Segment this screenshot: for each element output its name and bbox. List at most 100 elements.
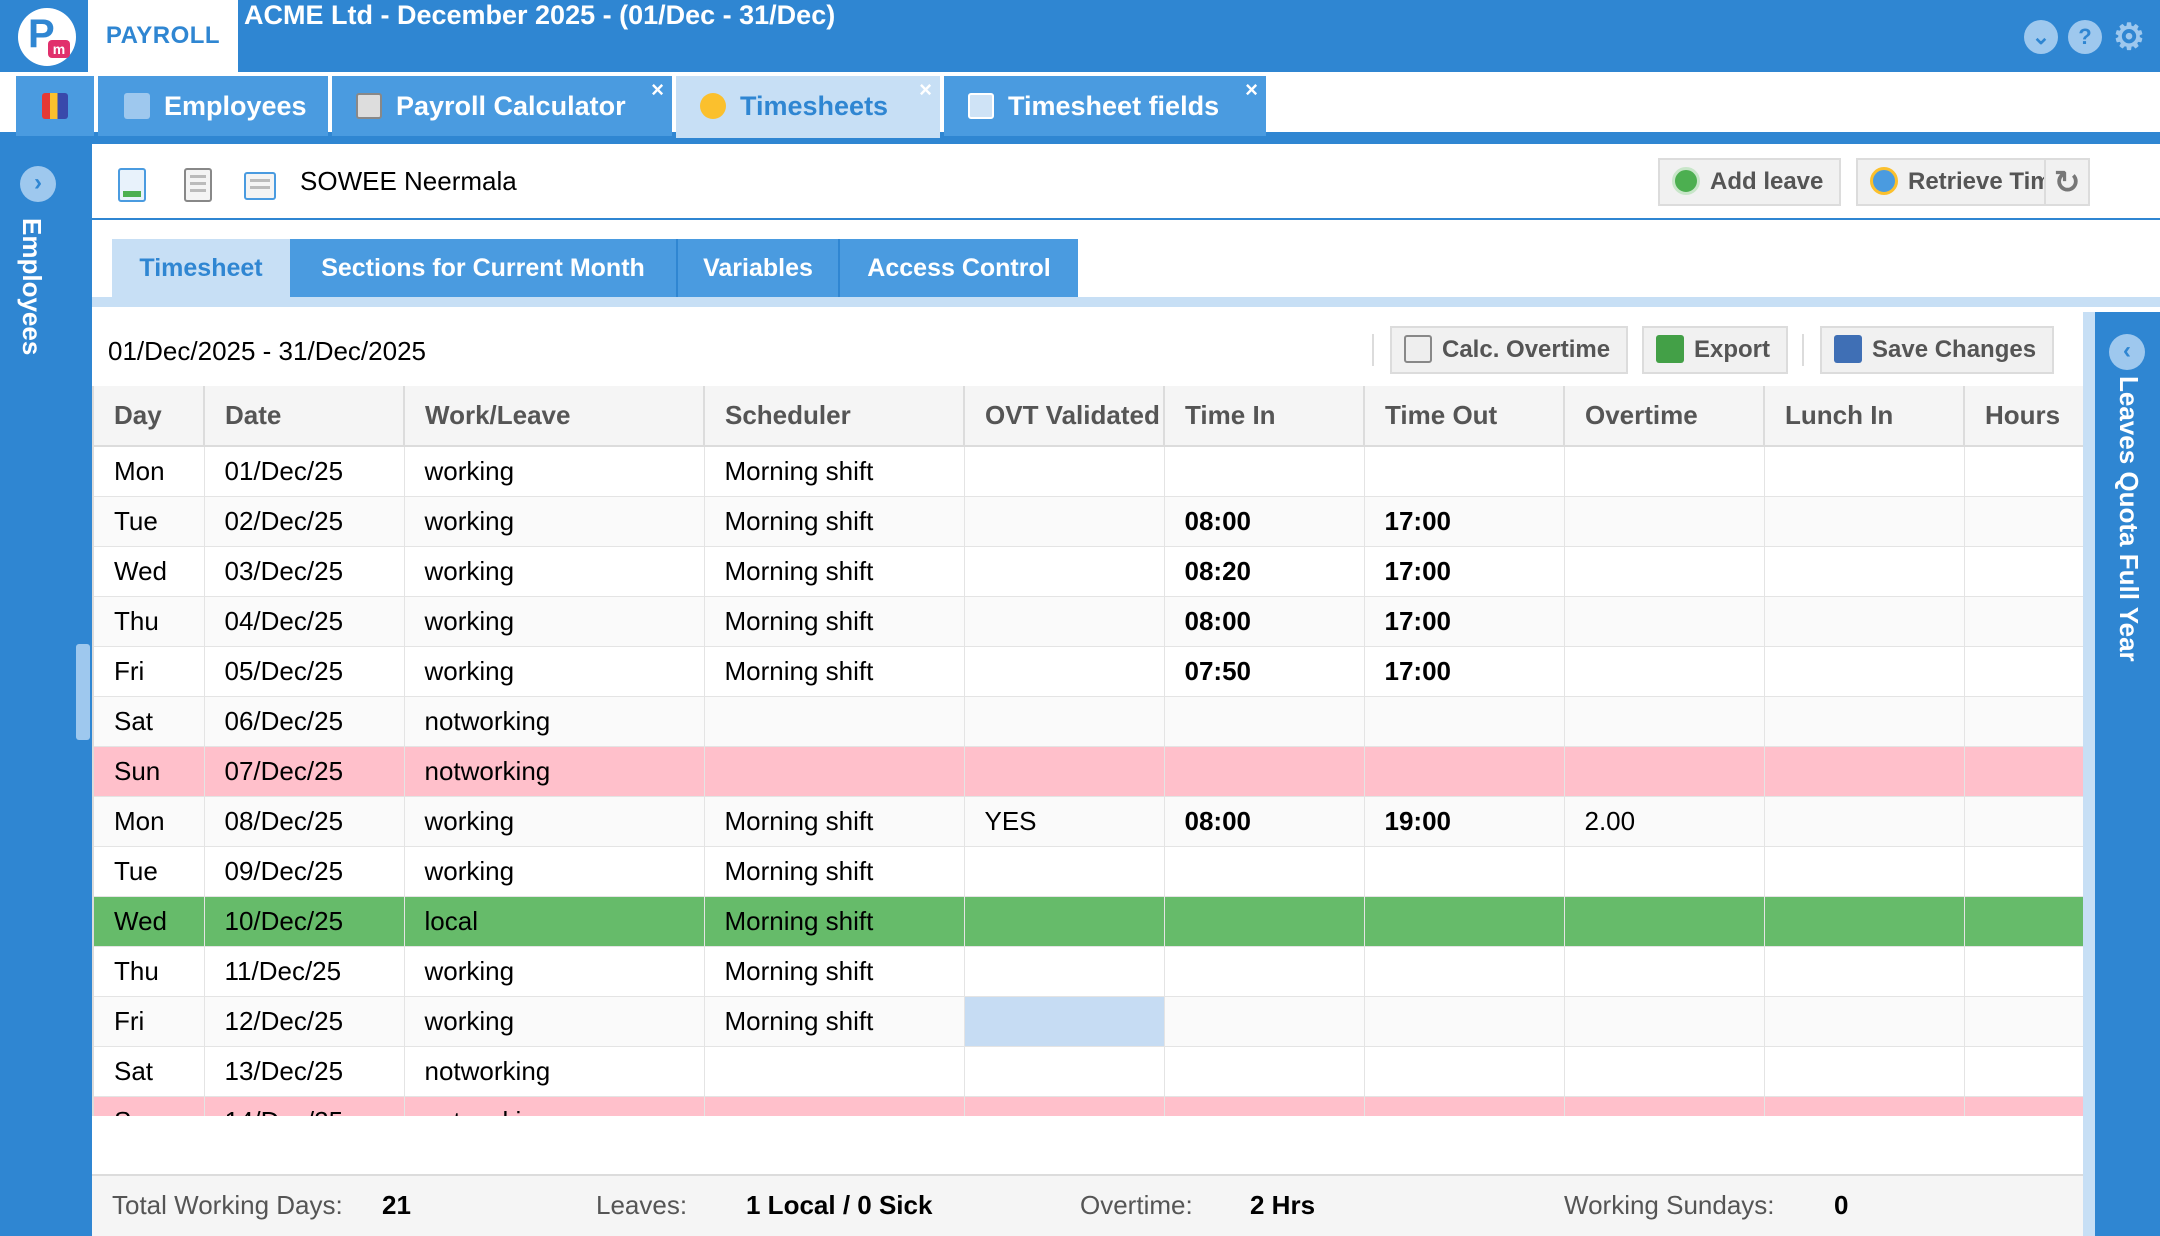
- cell-lunch-in[interactable]: [1764, 996, 1965, 1047]
- column-header-day[interactable]: Day: [94, 386, 205, 447]
- cell-time-in[interactable]: [1164, 1096, 1365, 1116]
- cell-work[interactable]: working: [404, 596, 705, 647]
- cell-ovt[interactable]: [964, 446, 1165, 497]
- tab-timesheets[interactable]: Timesheets ×: [676, 76, 940, 138]
- timesheet-grid[interactable]: Day Date Work/Leave Scheduler OVT Valida…: [92, 386, 2083, 1116]
- cell-date[interactable]: 05/Dec/25: [204, 646, 405, 697]
- table-row[interactable]: Sat 13/Dec/25 notworking: [94, 1046, 2083, 1097]
- table-row[interactable]: Sat 06/Dec/25 notworking: [94, 696, 2083, 747]
- subtab-variables[interactable]: Variables: [676, 239, 838, 297]
- cell-date[interactable]: 10/Dec/25: [204, 896, 405, 947]
- cell-scheduler[interactable]: Morning shift: [704, 796, 965, 847]
- cell-work[interactable]: notworking: [404, 746, 705, 797]
- column-header-time-in[interactable]: Time In: [1164, 386, 1365, 447]
- cell-scheduler[interactable]: Morning shift: [704, 996, 965, 1047]
- cell-time-out[interactable]: 17:00: [1364, 546, 1565, 597]
- column-header-ovt-validated[interactable]: OVT Validated: [964, 386, 1165, 447]
- cell-day[interactable]: Wed: [94, 896, 205, 947]
- cell-time-in[interactable]: [1164, 446, 1365, 497]
- cell-work[interactable]: working: [404, 646, 705, 697]
- cell-overtime[interactable]: [1564, 896, 1765, 947]
- cell-time-in[interactable]: 08:00: [1164, 496, 1365, 547]
- cell-scheduler[interactable]: [704, 696, 965, 747]
- cell-day[interactable]: Wed: [94, 546, 205, 597]
- cell-work[interactable]: working: [404, 446, 705, 497]
- cell-overtime[interactable]: [1564, 1046, 1765, 1097]
- cell-time-out[interactable]: [1364, 446, 1565, 497]
- cell-overtime[interactable]: [1564, 646, 1765, 697]
- cell-day[interactable]: Tue: [94, 496, 205, 547]
- column-header-hours[interactable]: Hours: [1964, 386, 2083, 447]
- cell-scheduler[interactable]: Morning shift: [704, 496, 965, 547]
- cell-lunch-in[interactable]: [1764, 1096, 1965, 1116]
- subtab-access-control[interactable]: Access Control: [838, 239, 1078, 297]
- cell-work[interactable]: notworking: [404, 1046, 705, 1097]
- cell-date[interactable]: 09/Dec/25: [204, 846, 405, 897]
- cell-day[interactable]: Sun: [94, 1096, 205, 1116]
- cell-time-in[interactable]: 08:00: [1164, 796, 1365, 847]
- cell-hours[interactable]: [1964, 596, 2083, 647]
- cell-scheduler[interactable]: Morning shift: [704, 946, 965, 997]
- cell-ovt[interactable]: [964, 1046, 1165, 1097]
- cell-overtime[interactable]: [1564, 696, 1765, 747]
- cell-hours[interactable]: [1964, 646, 2083, 697]
- panel-splitter-handle[interactable]: [76, 644, 90, 740]
- refresh-icon[interactable]: ↻: [2044, 158, 2090, 206]
- calc-overtime-button[interactable]: Calc. Overtime: [1390, 326, 1629, 374]
- table-row[interactable]: Thu 04/Dec/25 working Morning shift 08:00 17:…: [94, 596, 2083, 647]
- cell-time-out[interactable]: 17:00: [1364, 596, 1565, 647]
- cell-lunch-in[interactable]: [1764, 846, 1965, 897]
- cell-time-out[interactable]: 17:00: [1364, 496, 1565, 547]
- cell-hours[interactable]: [1964, 496, 2083, 547]
- cell-time-out[interactable]: [1364, 696, 1565, 747]
- cell-lunch-in[interactable]: [1764, 696, 1965, 747]
- cell-lunch-in[interactable]: [1764, 746, 1965, 797]
- cell-ovt[interactable]: [964, 946, 1165, 997]
- cell-work[interactable]: working: [404, 996, 705, 1047]
- cell-hours[interactable]: [1964, 1046, 2083, 1097]
- tab-timesheet-fields[interactable]: Timesheet fields ×: [944, 76, 1266, 136]
- cell-date[interactable]: 13/Dec/25: [204, 1046, 405, 1097]
- column-header-lunch-in[interactable]: Lunch In: [1764, 386, 1965, 447]
- cell-overtime[interactable]: [1564, 746, 1765, 797]
- cell-hours[interactable]: [1964, 446, 2083, 497]
- cell-date[interactable]: 07/Dec/25: [204, 746, 405, 797]
- cell-scheduler[interactable]: [704, 1046, 965, 1097]
- cell-hours[interactable]: [1964, 696, 2083, 747]
- cell-time-in[interactable]: [1164, 696, 1365, 747]
- tab-payroll-calculator[interactable]: Payroll Calculator ×: [332, 76, 672, 136]
- cell-ovt[interactable]: [964, 996, 1165, 1047]
- cell-overtime[interactable]: [1564, 446, 1765, 497]
- cell-time-in[interactable]: [1164, 1046, 1365, 1097]
- close-icon[interactable]: ×: [1245, 77, 1258, 102]
- table-row[interactable]: Sun 07/Dec/25 notworking: [94, 746, 2083, 797]
- cell-date[interactable]: 03/Dec/25: [204, 546, 405, 597]
- cell-time-in[interactable]: [1164, 746, 1365, 797]
- cell-lunch-in[interactable]: [1764, 1046, 1965, 1097]
- cell-ovt[interactable]: [964, 1096, 1165, 1116]
- subtab-timesheet[interactable]: Timesheet: [112, 239, 290, 297]
- cell-time-out[interactable]: [1364, 1046, 1565, 1097]
- cell-work[interactable]: working: [404, 496, 705, 547]
- cell-date[interactable]: 11/Dec/25: [204, 946, 405, 997]
- chevron-left-icon[interactable]: ‹: [2109, 334, 2145, 370]
- cell-time-in[interactable]: [1164, 996, 1365, 1047]
- cell-overtime[interactable]: [1564, 596, 1765, 647]
- column-header-work-leave[interactable]: Work/Leave: [404, 386, 705, 447]
- cell-work[interactable]: local: [404, 896, 705, 947]
- table-row[interactable]: Wed 03/Dec/25 working Morning shift 08:20 17:…: [94, 546, 2083, 597]
- cell-overtime[interactable]: [1564, 496, 1765, 547]
- cell-ovt[interactable]: [964, 896, 1165, 947]
- cell-time-out[interactable]: [1364, 896, 1565, 947]
- cell-scheduler[interactable]: Morning shift: [704, 596, 965, 647]
- cell-time-out[interactable]: [1364, 746, 1565, 797]
- cell-lunch-in[interactable]: [1764, 946, 1965, 997]
- cell-lunch-in[interactable]: [1764, 646, 1965, 697]
- cell-ovt[interactable]: YES: [964, 796, 1165, 847]
- cell-date[interactable]: 14/Dec/25: [204, 1096, 405, 1116]
- cell-day[interactable]: Sat: [94, 1046, 205, 1097]
- table-row[interactable]: Fri 12/Dec/25 working Morning shift: [94, 996, 2083, 1047]
- column-header-overtime[interactable]: Overtime: [1564, 386, 1765, 447]
- cell-work[interactable]: notworking: [404, 696, 705, 747]
- cell-lunch-in[interactable]: [1764, 496, 1965, 547]
